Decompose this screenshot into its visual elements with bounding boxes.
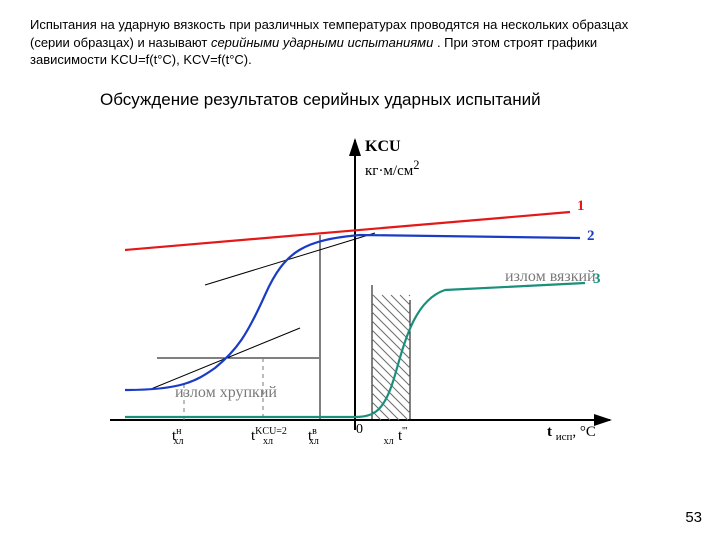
x-tick-label: tKCU=2хл <box>251 426 273 447</box>
brittle-label: излом хрупкий <box>175 384 277 402</box>
kcu-chart: KCU кг·м/см2 t исп, °C излом хрупкий изл… <box>75 120 635 480</box>
y-axis-label-1: KCU <box>365 138 401 156</box>
page-number: 53 <box>685 509 702 526</box>
origin-zero: 0 <box>356 422 363 438</box>
y-axis-label-2-base: кг·м/см <box>365 163 413 179</box>
y-axis-label-2-sup: 2 <box>413 158 419 172</box>
y-axis-label-2: кг·м/см2 <box>365 158 420 180</box>
x-axis-label-t: t <box>547 424 552 440</box>
intro-paragraph: Испытания на ударную вязкость при различ… <box>30 16 660 69</box>
section-subtitle: Обсуждение результатов серийных ударных … <box>100 90 541 110</box>
x-axis-label-unit: , °C <box>572 424 596 440</box>
x-tick-label: tвхл <box>308 426 319 447</box>
series-1-num: 1 <box>577 198 585 215</box>
x-axis-label-sub: исп <box>556 431 573 443</box>
series-3-num: 3 <box>593 271 601 288</box>
x-axis-label: t исп, °C <box>547 424 596 443</box>
ductile-label: излом вязкий <box>505 268 596 286</box>
para-ital: серийными ударными испытаниями <box>211 35 433 50</box>
series-2-num: 2 <box>587 228 595 245</box>
x-tick-label: tнхл <box>172 426 184 447</box>
